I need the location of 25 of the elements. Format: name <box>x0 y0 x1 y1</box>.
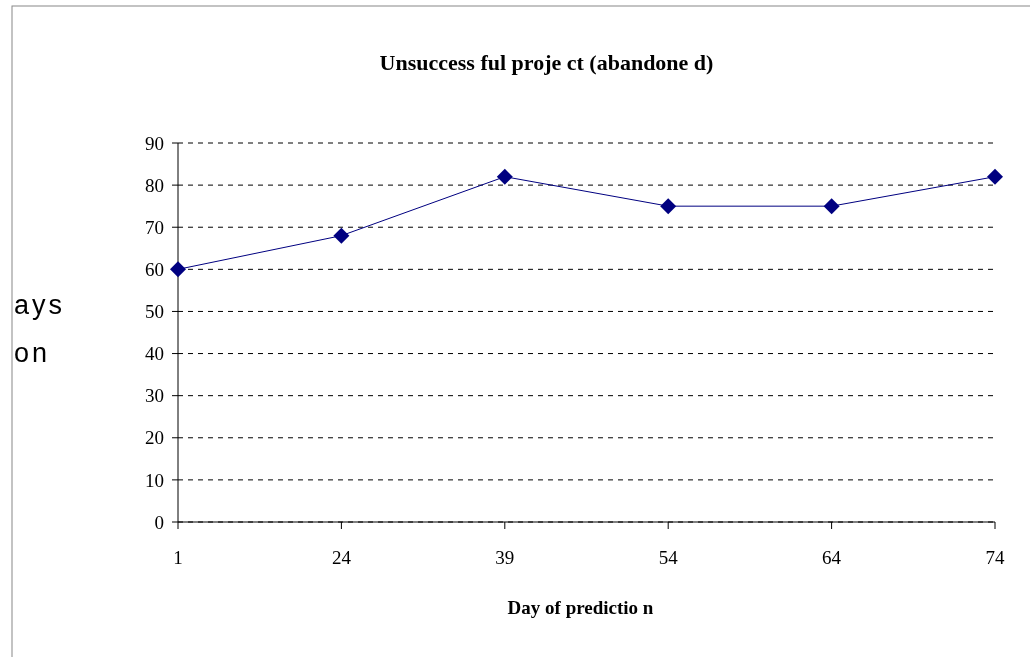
y-tick-label: 10 <box>145 469 164 491</box>
y-tick-label: 20 <box>145 427 164 449</box>
y-tick-label: 70 <box>145 216 164 238</box>
y-tick-label: 50 <box>145 301 164 323</box>
point <box>823 198 840 215</box>
point <box>660 198 677 215</box>
point <box>496 168 513 185</box>
y-tick-label: 0 <box>154 511 164 533</box>
chart-title: Unsuccess ful proje ct (abandone d) <box>379 50 714 75</box>
y-tick-label: 40 <box>145 343 164 365</box>
x-tick-label: 54 <box>658 547 679 568</box>
y-tick-label: 90 <box>145 132 164 154</box>
x-tick-label: 64 <box>822 547 842 568</box>
point <box>333 227 350 244</box>
y-tick-label: 30 <box>145 385 164 407</box>
point <box>170 261 186 278</box>
point <box>987 168 1003 185</box>
y-tick-label: 80 <box>145 174 164 196</box>
x-tick-label: 1 <box>173 547 183 568</box>
y-axis-title: ays on <box>14 290 66 368</box>
y-tick-label: 60 <box>145 258 164 280</box>
x-axis-title: Day of predictio n <box>507 597 654 618</box>
x-tick-label: 39 <box>495 547 515 568</box>
x-tick-label: 74 <box>985 547 1005 568</box>
x-tick-label: 24 <box>331 547 352 568</box>
